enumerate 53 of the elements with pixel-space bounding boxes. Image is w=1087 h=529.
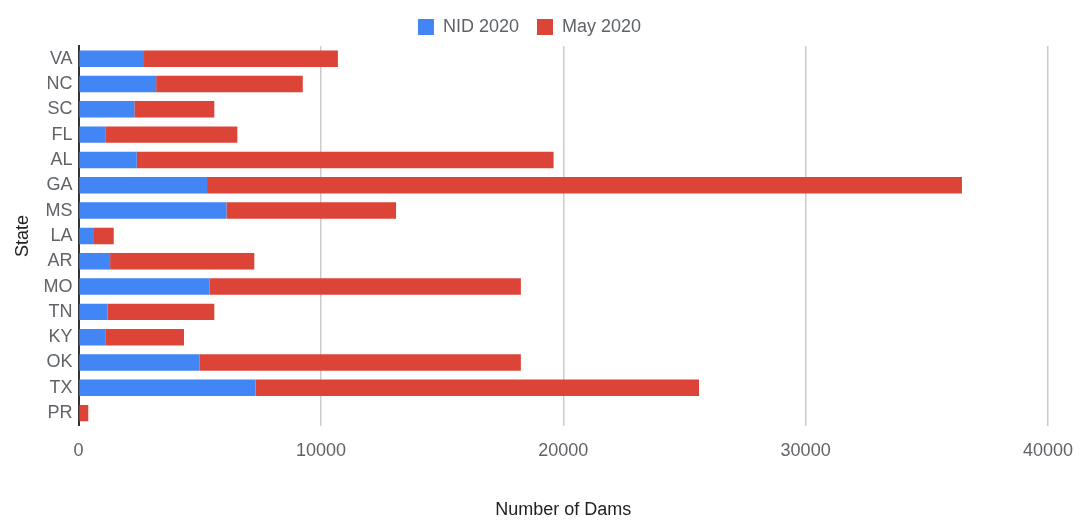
legend-label: May 2020 [562,15,642,36]
y-tick-label: VA [49,47,73,68]
x-tick-label: 10000 [295,439,346,460]
y-tick-label: LA [50,224,73,245]
bar [226,202,397,219]
x-tick-label: 30000 [780,439,831,460]
y-tick-label: GA [46,174,73,195]
y-tick-label: FL [51,123,73,144]
bar [79,177,208,194]
bar [156,75,303,93]
bar [79,303,108,321]
bar [79,379,256,397]
y-axis-title: State [11,214,32,257]
y-tick-label: NC [46,72,73,93]
y-tick-label: AL [50,148,73,169]
bar [105,126,238,143]
bar [79,354,200,371]
bar [105,328,185,346]
bar [79,50,145,67]
bar [144,50,338,67]
bar [110,252,255,270]
bar [79,75,157,93]
x-tick-label: 20000 [538,439,589,460]
bar [79,328,106,346]
legend-label: NID 2020 [442,15,519,36]
y-tick-label: AR [47,250,73,271]
bar [79,202,227,219]
bar [207,177,962,194]
x-tick-label: 0 [73,439,84,460]
bar [107,303,215,321]
y-tick-label: KY [48,326,73,347]
bar [93,227,114,245]
bar [79,227,94,245]
bar [79,151,137,169]
y-tick-label: TN [48,300,73,321]
y-tick-label: SC [47,98,73,119]
bar [79,126,106,143]
bar [199,354,521,371]
bar [79,278,210,295]
x-tick-label: 40000 [1022,439,1073,460]
y-tick-label: MO [43,275,73,296]
y-tick-label: MS [45,199,73,220]
y-tick-label: TX [49,376,73,397]
bar [79,252,111,270]
bar [79,404,89,422]
bar [79,101,135,118]
y-tick-label: PR [47,402,73,423]
bar [209,278,521,295]
bar [134,101,215,118]
bar [255,379,699,397]
bar [136,151,554,169]
y-tick-label: OK [46,351,73,372]
x-axis-title: Number of Dams [495,499,632,520]
